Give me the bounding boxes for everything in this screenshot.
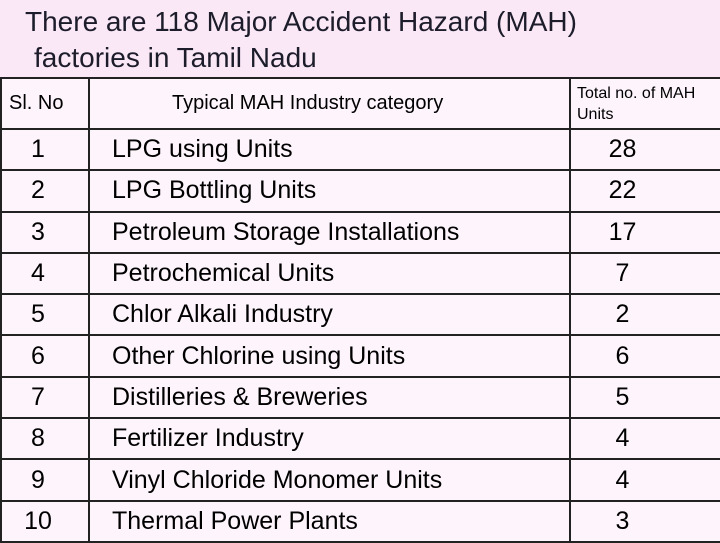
cell-category: LPG Bottling Units [88,169,571,213]
title-line-1: There are 118 Major Accident Hazard (MAH… [25,6,577,37]
cell-category: Chlor Alkali Industry [88,293,571,337]
cell-total: 7 [569,251,720,296]
table-row: 5 Chlor Alkali Industry 2 [0,293,720,337]
table-row: 10 Thermal Power Plants 3 [0,499,720,543]
cell-total: 17 [569,210,720,254]
cell-category: LPG using Units [88,127,571,172]
cell-total: 4 [569,417,720,461]
cell-category: Fertilizer Industry [88,417,571,461]
cell-sl-no: 1 [0,127,90,172]
table-row: 8 Fertilizer Industry 4 [0,417,720,461]
header-total-units: Total no. of MAH Units [569,77,720,130]
header-sl-no: Sl. No [0,77,90,130]
cell-total: 2 [569,293,720,337]
title-area: There are 118 Major Accident Hazard (MAH… [0,0,720,78]
header-category: Typical MAH Industry category [88,77,571,130]
mah-factories-table: Sl. No Typical MAH Industry category Tot… [0,77,720,543]
cell-category: Vinyl Chloride Monomer Units [88,458,571,502]
table-row: 1 LPG using Units 28 [0,127,720,172]
table-row: 6 Other Chlorine using Units 6 [0,334,720,378]
cell-total: 3 [569,499,720,543]
cell-total: 4 [569,458,720,502]
cell-sl-no: 8 [0,417,90,461]
table-row: 2 LPG Bottling Units 22 [0,169,720,213]
slide-title: There are 118 Major Accident Hazard (MAH… [25,4,577,76]
cell-sl-no: 3 [0,210,90,254]
cell-total: 28 [569,127,720,172]
cell-category: Distilleries & Breweries [88,375,571,420]
table-row: 7 Distilleries & Breweries 5 [0,375,720,420]
cell-category: Other Chlorine using Units [88,334,571,378]
cell-sl-no: 9 [0,458,90,502]
cell-category: Thermal Power Plants [88,499,571,543]
cell-total: 5 [569,375,720,420]
cell-total: 22 [569,169,720,213]
cell-sl-no: 10 [0,499,90,543]
cell-category: Petrochemical Units [88,251,571,296]
cell-sl-no: 5 [0,293,90,337]
cell-sl-no: 6 [0,334,90,378]
table-row: 4 Petrochemical Units 7 [0,251,720,296]
cell-total: 6 [569,334,720,378]
table-row: 3 Petroleum Storage Installations 17 [0,210,720,254]
title-line-2: factories in Tamil Nadu [34,42,317,73]
cell-sl-no: 7 [0,375,90,420]
table-row: 9 Vinyl Chloride Monomer Units 4 [0,458,720,502]
cell-sl-no: 4 [0,251,90,296]
cell-category: Petroleum Storage Installations [88,210,571,254]
table-header-row: Sl. No Typical MAH Industry category Tot… [0,77,720,130]
cell-sl-no: 2 [0,169,90,213]
